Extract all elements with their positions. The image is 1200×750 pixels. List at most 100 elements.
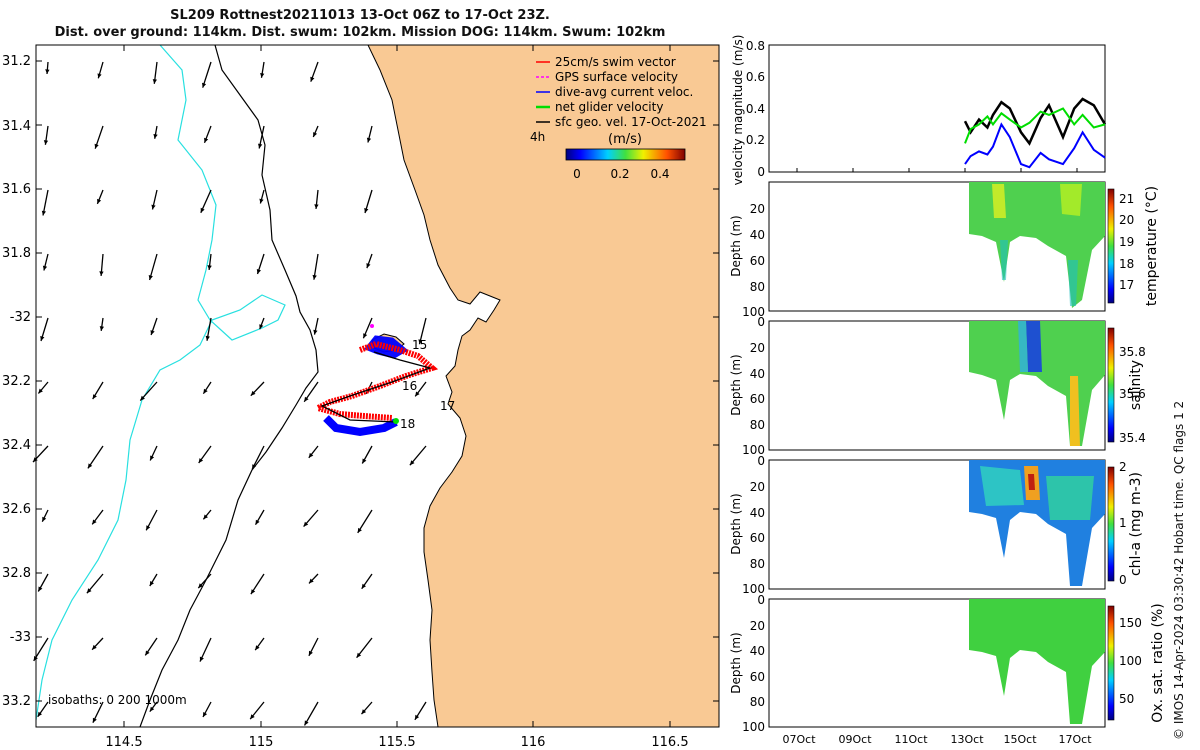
salinity-yticks: 0 20 40 60 80 100: [742, 315, 765, 457]
geo-velocity-arrowhead: [97, 198, 102, 204]
chart-title-line1: SL209 Rottnest20211013 13-Oct 06Z to 17-…: [170, 8, 550, 23]
velocity-ticks: 0 0.2 0.4 0.6 0.8: [746, 39, 1078, 179]
geo-velocity-arrowhead: [202, 82, 207, 88]
y-tick-label: 80: [750, 418, 765, 432]
colorbar-tick: 0.2: [610, 167, 629, 181]
temperature-cool-patch: [1000, 240, 1008, 280]
geo-velocity-arrowhead: [42, 516, 47, 522]
geo-velocity-arrowhead: [146, 525, 151, 531]
temperature-clabel: temperature (°C): [1144, 186, 1160, 306]
geo-velocity-arrowhead: [361, 583, 366, 589]
velocity-series-line: [964, 107, 1106, 144]
c-tick: 150: [1119, 616, 1142, 630]
geo-velocity-arrowhead: [366, 137, 372, 143]
geo-velocity-arrowhead: [255, 519, 260, 525]
temperature-warm-patch: [1060, 184, 1082, 216]
chla-yticks: 0 20 40 60 80 100: [742, 454, 765, 596]
y-tick-label: 32.8: [2, 566, 31, 581]
y-tick-label: -33: [10, 630, 31, 645]
x-tick-label: 116.5: [651, 735, 688, 750]
day-label: 17: [440, 399, 455, 413]
y-tick-label: 0.8: [746, 39, 765, 53]
c-tick: 2: [1119, 460, 1127, 474]
salinity-fresh-band: [1018, 321, 1028, 372]
x-tick-label: 07Oct: [782, 733, 816, 746]
geo-velocity-arrowhead: [363, 333, 368, 339]
y-tick-label: 0: [757, 165, 765, 179]
oxygen-colorbar: [1107, 605, 1115, 721]
legend-4h-label: 4h: [530, 130, 545, 144]
geo-velocity-arrowhead: [150, 330, 155, 335]
isobaths-label: isobaths: 0 200 1000m: [48, 693, 187, 707]
x-tick-label: 17Oct: [1058, 733, 1092, 746]
velocity-panel: 0 0.2 0.4 0.6 0.8 velocity magnitude (m/…: [731, 35, 1107, 185]
chla-clabel: chl-a (mg m-3): [1128, 472, 1144, 576]
land-mass: [367, 45, 719, 727]
geo-velocity-arrowhead: [33, 457, 38, 463]
y-tick-label: 60: [750, 392, 765, 406]
chla-mid-patch: [980, 466, 1024, 506]
geo-velocity-arrowhead: [86, 588, 92, 594]
legend-label: 25cm/s swim vector: [555, 55, 676, 69]
c-tick: 17: [1119, 278, 1134, 292]
geo-velocity-arrowhead: [250, 714, 255, 720]
geo-velocity-arrowhead: [40, 336, 45, 341]
geo-velocity-arrowhead: [312, 274, 317, 280]
y-tick-label: 20: [750, 341, 765, 355]
geo-velocity-arrowhead: [140, 395, 145, 401]
isobath-200m: [139, 45, 319, 727]
y-tick-label: 20: [750, 202, 765, 216]
legend-label: sfc geo. vel. 17-Oct-2021: [555, 115, 707, 129]
map-panel: 15 16 17 18 114.5 115 115.5 116 116.5 31…: [2, 44, 720, 750]
temperature-cticks: 17 18 19 20 21: [1119, 192, 1134, 292]
c-tick: 35.6: [1119, 387, 1146, 401]
velocity-series-line: [963, 97, 1107, 146]
geo-velocity-arrowhead: [203, 388, 208, 394]
geo-velocity-arrowhead: [149, 581, 154, 586]
geo-velocity-arrowhead: [145, 650, 150, 656]
day-label: 18: [400, 417, 415, 431]
oxygen-panel: 50 100 150 0 20 40 60 80 100 Depth (m) O…: [729, 593, 1166, 746]
geo-velocity-arrowhead: [259, 324, 264, 330]
salinity-ylabel: Depth (m): [729, 354, 743, 415]
c-tick: 21: [1119, 192, 1134, 206]
geo-velocity-arrowhead: [409, 460, 415, 466]
y-tick-label: 60: [750, 254, 765, 268]
temperature-yticks: 20 40 60 80 100: [742, 202, 765, 319]
geo-velocity-arrowhead: [309, 578, 314, 584]
y-tick-label: 100: [742, 443, 765, 457]
y-tick-label: 0.4: [746, 102, 765, 116]
y-tick-label: 20: [750, 480, 765, 494]
geo-velocity-arrowhead: [97, 73, 102, 79]
track-end-marker: [393, 418, 399, 424]
legend-label: GPS surface velocity: [555, 70, 678, 84]
track-day-labels: 15 16 17 18: [400, 338, 455, 431]
x-tick-label: 114.5: [105, 735, 142, 750]
track-dive-avg-current-south: [323, 415, 398, 437]
geo-velocity-arrowhead: [356, 652, 362, 658]
geo-velocity-arrowhead: [149, 706, 155, 712]
y-tick-label: 100: [742, 305, 765, 319]
geo-velocity-arrowhead: [250, 589, 256, 595]
y-tick-label: 100: [742, 582, 765, 596]
y-tick-label: 0: [757, 315, 765, 329]
geo-velocity-arrowhead: [258, 143, 263, 149]
geo-velocity-arrowhead: [308, 650, 313, 656]
geo-velocity-arrowhead: [152, 79, 157, 84]
colorbar-tick: 0: [573, 167, 581, 181]
map-x-ticklabels: 114.5 115 115.5 116 116.5: [105, 735, 688, 750]
legend-item-net-glider: net glider velocity: [536, 100, 663, 114]
geo-velocity-arrowhead: [92, 644, 97, 650]
geo-velocity-arrowhead: [310, 76, 315, 82]
oxygen-cticks: 50 100 150: [1119, 616, 1142, 706]
geo-velocity-arrowhead: [361, 709, 367, 715]
c-tick: 35.4: [1119, 431, 1146, 445]
geo-velocity-arrowhead: [303, 521, 309, 527]
y-tick-label: 32.6: [2, 502, 31, 517]
surface-geostrophic-velocity-field: [32, 61, 427, 726]
y-tick-label: 0: [757, 593, 765, 607]
chart-title-line2: Dist. over ground: 114km. Dist. swum: 10…: [54, 25, 666, 40]
velocity-axes: [768, 44, 1106, 173]
salinity-colorbar: [1107, 327, 1115, 443]
